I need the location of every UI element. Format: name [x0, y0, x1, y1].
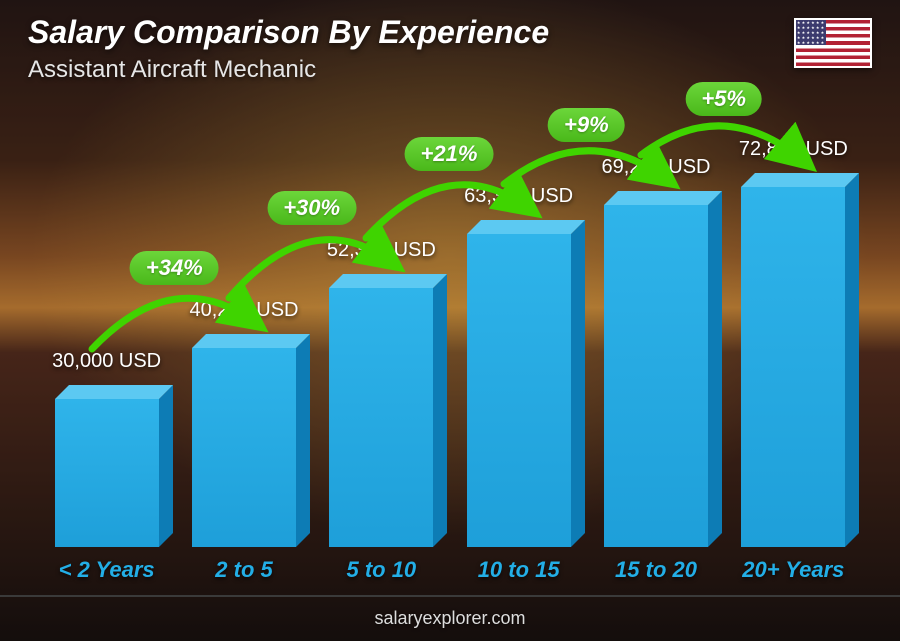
bar-x-label: < 2 Years — [47, 557, 167, 583]
bar-front — [467, 234, 571, 547]
bar-side — [571, 220, 585, 547]
bar-x-label: 10 to 15 — [459, 557, 579, 583]
bar-side — [845, 173, 859, 547]
infographic-stage: Salary Comparison By Experience Assistan… — [0, 0, 900, 641]
increase-badge: +30% — [267, 191, 356, 225]
salary-bar-chart: 30,000 USD< 2 Years40,200 USD2 to 552,30… — [38, 92, 862, 591]
increase-badge: +21% — [405, 137, 494, 171]
bar-side — [433, 274, 447, 547]
footer-attribution: salaryexplorer.com — [0, 608, 900, 629]
page-title: Salary Comparison By Experience — [28, 14, 549, 51]
bar-front — [55, 399, 159, 547]
increase-badge: +9% — [548, 108, 625, 142]
bar-side — [296, 334, 310, 547]
bar-front — [329, 288, 433, 547]
bar — [329, 288, 433, 547]
increase-badge: +34% — [130, 251, 219, 285]
bar — [741, 187, 845, 547]
bar — [192, 348, 296, 547]
bar-top — [55, 385, 173, 399]
bar-front — [192, 348, 296, 547]
bar-x-label: 15 to 20 — [596, 557, 716, 583]
bar-front — [741, 187, 845, 547]
footer-divider — [0, 595, 900, 597]
bar — [55, 399, 159, 547]
bar — [467, 234, 571, 547]
increase-badge: +5% — [685, 82, 762, 116]
bar-x-label: 2 to 5 — [184, 557, 304, 583]
us-flag-icon: ★★★★★★★★★★★★★★★★★★★★★★★★★★★★★★ — [794, 18, 872, 68]
bar-side — [708, 191, 722, 547]
increase-arc: +5% — [623, 75, 824, 181]
bar — [604, 205, 708, 547]
bar-front — [604, 205, 708, 547]
bar-x-label: 5 to 10 — [321, 557, 441, 583]
bar-side — [159, 385, 173, 547]
bar-x-label: 20+ Years — [733, 557, 853, 583]
bars-container: 30,000 USD< 2 Years40,200 USD2 to 552,30… — [38, 92, 862, 547]
